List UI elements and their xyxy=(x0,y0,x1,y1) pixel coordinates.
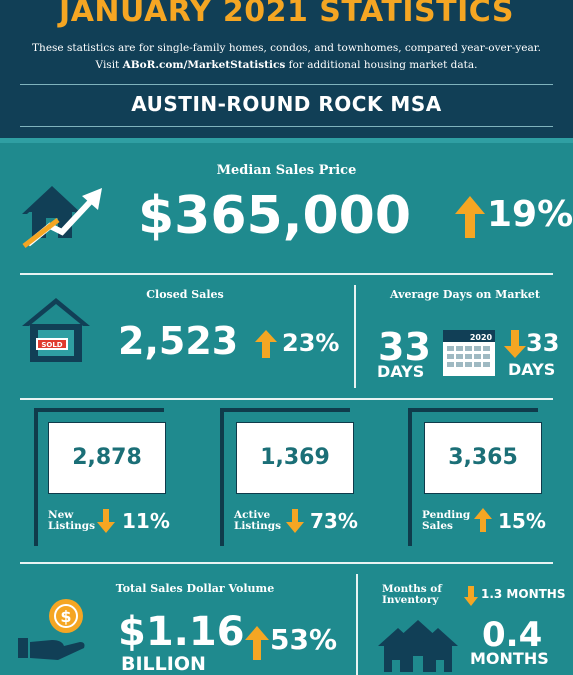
page-title: JANUARY 2021 STATISTICS xyxy=(59,0,514,29)
intro-line-1: These statistics are for single-family h… xyxy=(32,42,541,54)
days-on-market-unit: DAYS xyxy=(377,362,425,381)
market-stats-link[interactable]: ABoR.com/MarketStatistics xyxy=(122,59,286,71)
median-price-change: 19% xyxy=(487,194,573,235)
sales-volume-label: Total Sales Dollar Volume xyxy=(115,582,275,595)
new-listings-sign: 2,878 xyxy=(48,422,166,494)
sign-bar xyxy=(34,408,164,412)
divider-bottom xyxy=(20,126,553,127)
closed-sales-value: 2,523 xyxy=(118,319,239,363)
header-banner: JANUARY 2021 STATISTICS These statistics… xyxy=(0,0,573,138)
sign-bar xyxy=(408,408,538,412)
sold-sign-text: SOLD xyxy=(41,341,62,349)
house-growth-icon xyxy=(22,186,102,248)
active-listings-label: Active Listings xyxy=(234,510,281,532)
inventory-value: 0.4 xyxy=(482,615,543,655)
sign-post xyxy=(408,408,412,546)
active-listings-value: 1,369 xyxy=(260,445,330,470)
region-title: AUSTIN-ROUND ROCK MSA xyxy=(131,92,442,116)
inventory-unit: MONTHS xyxy=(470,649,549,668)
pending-sales-label-line1: Pending xyxy=(422,509,471,521)
closed-sales-change: 23% xyxy=(282,329,340,357)
money-hand-icon: $ xyxy=(18,599,85,660)
inventory-label-line2: Inventory xyxy=(382,594,439,606)
arrow-up-icon xyxy=(255,330,277,358)
arrow-up-icon xyxy=(474,508,492,532)
days-change-value: 33 xyxy=(526,329,560,357)
new-listings-label-line2: Listings xyxy=(48,520,96,532)
svg-text:$: $ xyxy=(60,607,71,626)
divider-vertical-2 xyxy=(356,574,358,675)
inventory-change: 1.3 MONTHS xyxy=(481,587,566,601)
new-listings-label-line1: New xyxy=(48,509,74,521)
intro-text: These statistics are for single-family h… xyxy=(0,40,573,74)
arrow-down-icon xyxy=(286,509,304,533)
sign-bar xyxy=(220,408,350,412)
divider-vertical-1 xyxy=(354,285,356,388)
divider-row-3 xyxy=(20,562,553,564)
days-change-unit: DAYS xyxy=(508,360,556,379)
arrow-down-icon xyxy=(97,509,115,533)
divider-row-2 xyxy=(20,398,553,400)
new-listings-change: 11% xyxy=(122,509,170,533)
new-listings-label: New Listings xyxy=(48,510,95,532)
inventory-label-line1: Months of xyxy=(382,583,442,595)
pending-sales-value: 3,365 xyxy=(448,445,518,470)
inventory-label: Months of Inventory xyxy=(382,584,442,606)
sold-house-icon: SOLD xyxy=(22,298,90,362)
divider-row-1 xyxy=(20,273,553,275)
sales-volume-unit: BILLION xyxy=(121,653,206,675)
intro-visit: Visit xyxy=(95,59,120,71)
houses-icon xyxy=(378,620,458,672)
intro-line-2: Visit ABoR.com/MarketStatistics for addi… xyxy=(0,57,573,74)
median-price-label: Median Sales Price xyxy=(216,163,357,178)
active-listings-label-line2: Listings xyxy=(234,520,282,532)
intro-tail: for additional housing market data. xyxy=(288,59,478,71)
sales-volume-value: $1.16 xyxy=(118,609,245,655)
active-listings-change: 73% xyxy=(310,509,358,533)
days-on-market-value: 33 xyxy=(378,325,431,369)
sales-volume-change: 53% xyxy=(270,623,338,656)
pending-sales-sign: 3,365 xyxy=(424,422,542,494)
closed-sales-label: Closed Sales xyxy=(146,288,224,301)
calendar-year: 2020 xyxy=(470,333,493,342)
divider-top xyxy=(20,84,553,85)
days-on-market-label: Average Days on Market xyxy=(390,288,540,301)
sign-post xyxy=(34,408,38,546)
pending-sales-change: 15% xyxy=(498,509,546,533)
sign-post xyxy=(220,408,224,546)
active-listings-sign: 1,369 xyxy=(236,422,354,494)
pending-sales-label: Pending Sales xyxy=(422,510,470,532)
header-edge xyxy=(0,138,573,143)
calendar-icon: 2020 xyxy=(443,330,495,376)
arrow-down-icon xyxy=(464,586,478,606)
new-listings-value: 2,878 xyxy=(72,445,142,470)
arrow-up-icon xyxy=(455,196,485,238)
pending-sales-label-line2: Sales xyxy=(422,520,453,532)
median-price-value: $365,000 xyxy=(138,186,412,246)
active-listings-label-line1: Active xyxy=(234,509,271,521)
arrow-up-icon xyxy=(245,626,269,660)
arrow-down-icon xyxy=(504,330,526,358)
